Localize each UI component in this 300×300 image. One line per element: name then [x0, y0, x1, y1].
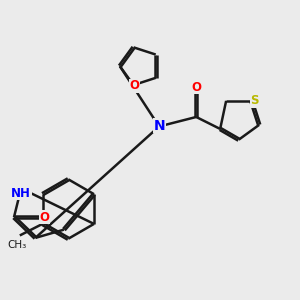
Text: NH: NH [11, 187, 31, 200]
Text: O: O [40, 211, 50, 224]
Text: S: S [250, 94, 259, 107]
Text: O: O [191, 81, 201, 94]
Text: N: N [153, 118, 165, 133]
Text: CH₃: CH₃ [8, 240, 27, 250]
Text: O: O [129, 80, 140, 92]
